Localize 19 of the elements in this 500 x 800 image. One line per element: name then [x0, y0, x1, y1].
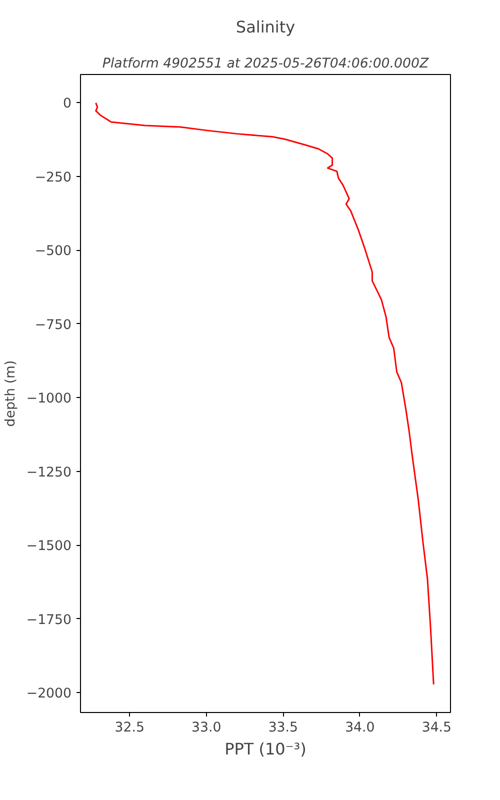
chart-subtitle: Platform 4902551 at 2025-05-26T04:06:00.000Z [102, 56, 430, 72]
y-tick-label: 0 [63, 96, 72, 112]
x-tick-label: 33.0 [192, 720, 222, 736]
y-tick-label: −250 [34, 170, 72, 186]
x-tick-label: 33.5 [268, 720, 298, 736]
x-tick-label: 34.5 [422, 720, 452, 736]
y-tick-label: −1500 [26, 539, 72, 554]
y-tick-label: −2000 [26, 686, 72, 702]
y-tick-label: −1750 [26, 612, 72, 628]
y-tick-label: −1250 [26, 465, 72, 480]
y-tick-label: −500 [34, 244, 72, 260]
chart-title: Salinity [236, 18, 296, 36]
line-series [95, 102, 434, 686]
x-tick-label: 32.5 [114, 720, 144, 736]
y-axis-title: depth (m) [3, 360, 18, 427]
x-tick-label: 34.0 [345, 720, 375, 736]
y-tick-label: −750 [34, 318, 72, 333]
x-axis-title: PPT (10⁻³) [224, 740, 306, 758]
y-tick-label: −1000 [26, 392, 72, 407]
